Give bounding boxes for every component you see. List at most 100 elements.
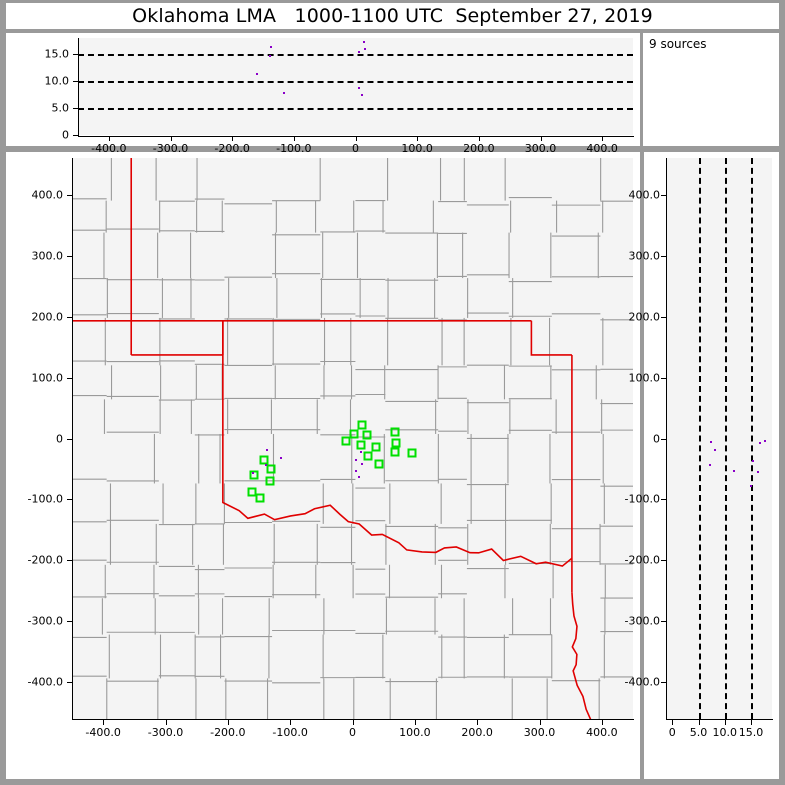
lma-station-marker[interactable] <box>356 440 366 450</box>
y-tick-label: 200.0 <box>31 310 64 324</box>
map-panel-y-axis <box>72 158 73 720</box>
y-tick-label: 15.0 <box>44 47 70 61</box>
lma-station-marker[interactable] <box>363 451 373 461</box>
north-south-vs-altitude-panel: -400.0 -300.0 -200.0 -100.0 0 100.0 200.0 300.0… <box>625 152 779 779</box>
lightning-source-point <box>354 459 357 462</box>
lma-station-marker[interactable] <box>374 459 384 468</box>
y-tick-label: 200.0 <box>628 310 661 324</box>
x-tick-label: 5.0 <box>689 726 708 739</box>
y-tick-label: 300.0 <box>628 249 661 263</box>
map-panel-x-axis <box>72 719 634 720</box>
x-tick <box>724 720 726 725</box>
lightning-source-point <box>358 476 361 479</box>
top-panel-y-axis <box>78 38 79 136</box>
y-tick-label: 0 <box>653 432 660 445</box>
lma-station-marker[interactable] <box>266 464 276 474</box>
x-tick <box>601 720 603 725</box>
lma-station-marker[interactable] <box>249 470 259 480</box>
x-tick-label: -400.0 <box>85 726 121 739</box>
lma-station-marker[interactable] <box>247 487 257 497</box>
y-tick <box>73 54 78 56</box>
x-tick-label: 400.0 <box>586 142 618 155</box>
x-tick-label: -100.0 <box>272 726 308 739</box>
x-tick <box>539 720 541 725</box>
lightning-source-point <box>359 450 362 453</box>
y-tick-label: 0 <box>56 432 63 445</box>
y-tick-label: -300.0 <box>624 614 660 628</box>
lightning-source-point <box>763 439 766 442</box>
x-tick <box>540 136 542 141</box>
lma-station-marker[interactable] <box>265 476 275 486</box>
x-tick-label: 400.0 <box>586 726 618 739</box>
lightning-source-point <box>266 449 269 452</box>
lma-station-marker[interactable] <box>371 442 381 452</box>
state-border-red-river <box>222 320 573 567</box>
y-tick-label: -200.0 <box>27 553 63 567</box>
y-tick-label: 400.0 <box>31 188 64 202</box>
lightning-source-point <box>759 442 762 445</box>
y-tick <box>67 682 72 684</box>
lightning-source-point <box>265 464 268 467</box>
gridline-vertical <box>724 158 727 719</box>
plan-view-map-panel: -400.0 -300.0 -200.0 -100.0 0 100.0 200.0 300.0… <box>6 152 640 779</box>
x-tick <box>352 720 354 725</box>
altitude-vs-east-west-panel: 0 5.0 10.0 15.0 -400.0 -300.0 -200.0 -100.0 0 100… <box>6 33 640 155</box>
lightning-source-point <box>714 449 717 452</box>
source-count-label: 9 sources <box>649 37 707 51</box>
lightning-source-point <box>255 73 258 76</box>
lma-station-marker[interactable] <box>259 455 269 465</box>
state-border-missouri <box>530 320 572 356</box>
y-tick <box>661 438 666 440</box>
y-tick <box>73 135 78 136</box>
x-tick-label: -200.0 <box>214 142 250 155</box>
lma-station-marker[interactable] <box>362 430 372 440</box>
title-bar: Oklahoma LMA 1000-1100 UTC September 27,… <box>6 3 779 29</box>
x-tick-label: 10.0 <box>712 726 738 739</box>
y-tick <box>67 255 72 257</box>
lma-station-marker[interactable] <box>390 447 400 457</box>
y-tick-label: -300.0 <box>27 614 63 628</box>
x-tick-label: 100.0 <box>399 726 431 739</box>
y-tick-label: -100.0 <box>27 492 63 506</box>
y-tick <box>661 499 666 501</box>
lma-station-marker[interactable] <box>357 420 367 430</box>
lma-station-marker[interactable] <box>341 436 351 446</box>
x-tick <box>478 136 480 141</box>
state-border-texas-arkansas <box>571 592 592 719</box>
x-tick <box>227 720 229 725</box>
lma-station-marker[interactable] <box>407 448 417 458</box>
lightning-source-point <box>357 51 360 54</box>
x-tick-label: -300.0 <box>152 142 189 155</box>
lightning-source-point <box>361 462 364 465</box>
lma-station-marker[interactable] <box>255 493 265 503</box>
page-title: Oklahoma LMA 1000-1100 UTC September 27,… <box>132 5 653 27</box>
x-tick <box>698 720 700 725</box>
gridline-horizontal <box>78 81 633 84</box>
gridline-horizontal <box>78 54 633 57</box>
lma-station-marker[interactable] <box>391 438 401 448</box>
altitude-vs-east-west-plotarea[interactable] <box>78 38 633 135</box>
lma-station-marker[interactable] <box>390 427 400 437</box>
county-and-state-boundaries <box>72 158 633 719</box>
x-tick-label: -300.0 <box>147 726 184 739</box>
x-tick-label: 0 <box>349 726 356 739</box>
x-tick-label: 300.0 <box>523 726 556 739</box>
x-tick <box>165 720 167 725</box>
y-tick <box>661 316 666 318</box>
x-tick <box>232 136 234 141</box>
lightning-source-point <box>251 472 254 475</box>
y-tick <box>67 438 72 440</box>
x-tick-label: -100.0 <box>276 142 312 155</box>
y-tick <box>67 194 72 196</box>
y-tick <box>661 621 666 623</box>
y-tick-label: 100.0 <box>628 371 661 385</box>
lightning-source-point <box>709 464 712 467</box>
x-tick-label: -200.0 <box>210 726 246 739</box>
x-tick <box>414 720 416 725</box>
lightning-source-point <box>757 471 760 474</box>
plan-view-map-plotarea[interactable] <box>72 158 633 719</box>
x-tick <box>293 136 295 141</box>
lma-station-marker[interactable] <box>349 429 359 439</box>
north-south-vs-altitude-plotarea[interactable] <box>666 158 772 719</box>
